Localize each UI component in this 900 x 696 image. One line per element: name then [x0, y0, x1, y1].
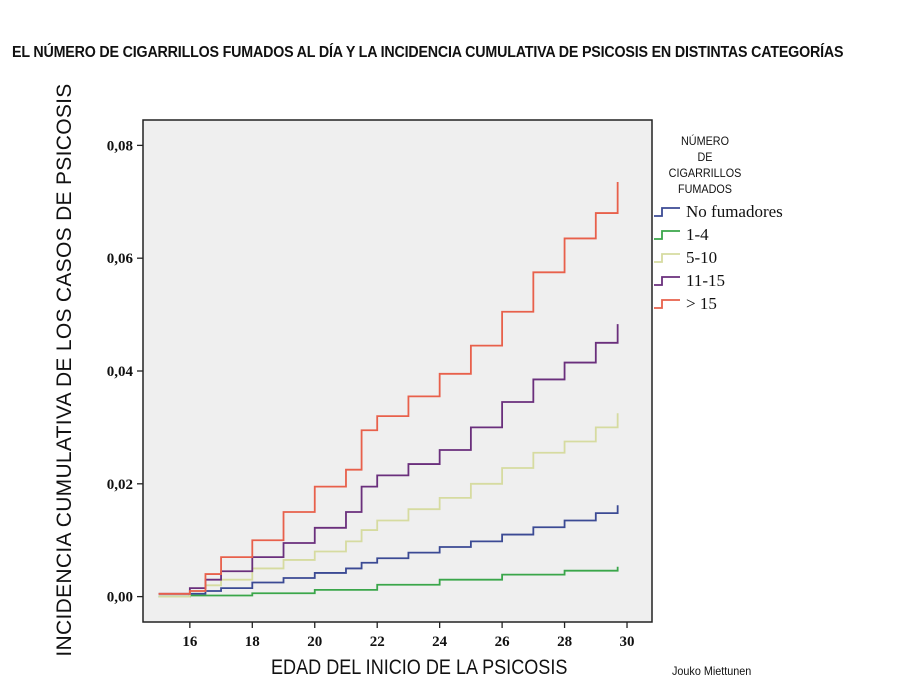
legend-swatch — [654, 298, 680, 309]
legend-item: 11-15 — [652, 269, 783, 292]
y-tick-label: 0,06 — [107, 251, 134, 267]
series-lines — [158, 182, 619, 598]
y-axis-label: INCIDENCIA CUMULATIVA DE LOS CASOS DE PS… — [53, 83, 76, 657]
legend-swatch — [654, 229, 680, 240]
legend-item: 1-4 — [652, 223, 783, 246]
legend-swatch — [654, 275, 680, 286]
series-line-5-10 — [158, 413, 619, 598]
legend: No fumadores 1-4 5-10 11-15 > 15 — [652, 200, 783, 315]
series-line-15 — [158, 182, 619, 595]
legend-title-line: FUMADOS — [678, 182, 732, 196]
x-tick-label: 24 — [432, 634, 448, 650]
x-tick-label: 20 — [307, 634, 322, 650]
legend-label: No fumadores — [686, 201, 783, 221]
legend-label: 5-10 — [686, 247, 718, 267]
plot-area — [142, 119, 653, 623]
x-tick-label: 30 — [620, 634, 635, 650]
x-axis-label: EDAD DEL INICIO DE LA PSICOSIS — [271, 656, 568, 679]
y-tick-label: 0,08 — [107, 138, 133, 154]
y-tick-label: 0,00 — [107, 590, 133, 606]
x-tick-label: 26 — [495, 634, 511, 650]
chart-title: EL NÚMERO DE CIGARRILLOS FUMADOS AL DÍA … — [12, 44, 844, 61]
series-line-no-fumadores — [158, 505, 619, 598]
legend-swatch — [654, 206, 680, 217]
series-line-1-4 — [158, 566, 619, 598]
legend-title: NÚMERO DE CIGARRILLOS FUMADOS — [660, 133, 750, 197]
credit: Jouko Miettunen — [672, 664, 752, 678]
x-tick-label: 28 — [557, 634, 572, 650]
legend-title-line: NÚMERO — [680, 134, 730, 148]
x-tick-label: 18 — [245, 634, 260, 650]
legend-item: > 15 — [652, 292, 783, 315]
legend-title-line: DE CIGARRILLOS — [668, 150, 742, 180]
x-tick-label: 16 — [182, 634, 198, 650]
y-tick-label: 0,04 — [107, 364, 134, 380]
legend-label: 1-4 — [686, 224, 709, 244]
y-axis: 0,00 0,02 0,04 0,06 0,08 — [107, 138, 143, 606]
x-axis: 16 18 20 22 24 26 28 30 — [182, 622, 635, 650]
legend-item: 5-10 — [652, 246, 783, 269]
legend-swatch — [654, 252, 680, 263]
x-tick-label: 22 — [370, 634, 385, 650]
legend-label: 11-15 — [686, 270, 726, 290]
legend-item: No fumadores — [652, 200, 783, 223]
y-tick-label: 0,02 — [107, 477, 133, 493]
legend-label: > 15 — [686, 293, 717, 313]
